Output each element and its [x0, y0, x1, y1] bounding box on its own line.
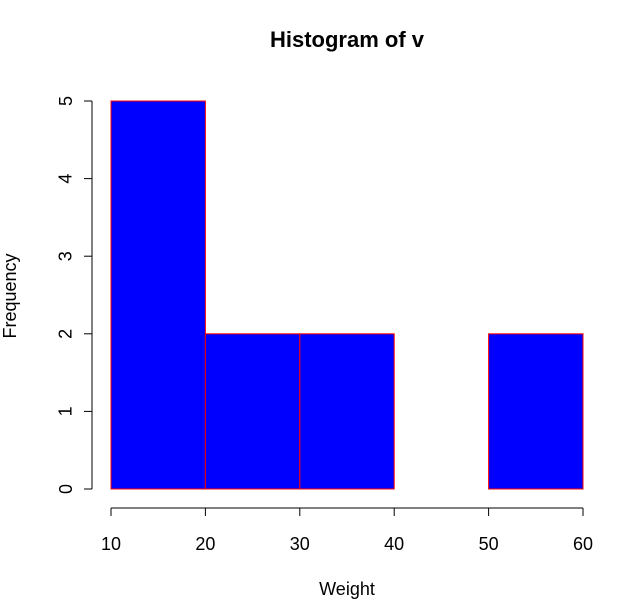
bars-group: [110, 100, 584, 490]
y-tick-label: 3: [56, 251, 76, 261]
x-axis-label: Weight: [319, 579, 375, 599]
x-tick-label: 20: [195, 534, 215, 554]
histogram-bar-20-30: [204, 333, 301, 490]
y-tick-label: 1: [56, 406, 76, 416]
histogram-bar-10-20: [110, 100, 206, 490]
histogram-bar-30-40: [299, 333, 395, 490]
y-axis: 0 1 2 3 4 5: [56, 96, 93, 494]
x-tick-label: 60: [573, 534, 593, 554]
y-tick-label: 5: [56, 96, 76, 106]
x-axis: 10 20 30 40 50 60: [101, 507, 593, 554]
histogram-bar-50-60: [488, 333, 584, 490]
x-tick-label: 10: [101, 534, 121, 554]
x-tick-label: 40: [384, 534, 404, 554]
y-tick-label: 4: [56, 174, 76, 184]
y-tick-label: 0: [56, 484, 76, 494]
y-tick-label: 2: [56, 329, 76, 339]
x-tick-label: 50: [479, 534, 499, 554]
x-tick-label: 30: [290, 534, 310, 554]
y-axis-label: Frequency: [0, 253, 20, 338]
chart-title: Histogram of v: [270, 27, 425, 52]
